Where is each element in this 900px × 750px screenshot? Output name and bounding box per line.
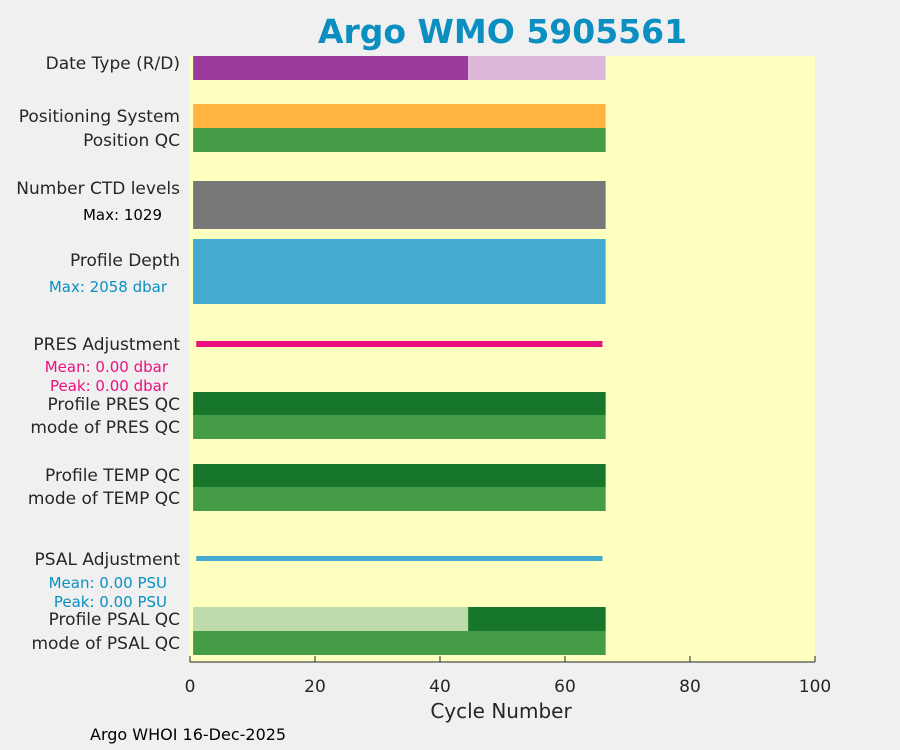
row-label-mode-of-psal-qc: mode of PSAL QC: [31, 634, 180, 654]
row-label-pres-adjustment: PRES Adjustment: [33, 335, 180, 355]
row-label-profile-psal-qc: Profile PSAL QC: [49, 610, 180, 630]
row-label-position-qc: Position QC: [83, 131, 180, 151]
x-tick-label-60: 60: [554, 677, 576, 697]
x-axis-label: Cycle Number: [430, 699, 572, 723]
row-label-positioning-system: Positioning System: [19, 107, 180, 127]
bar-layer: [193, 56, 606, 655]
footer-credit: Argo WHOI 16-Dec-2025: [90, 725, 287, 744]
chart-title: Argo WMO 5905561: [317, 12, 688, 51]
row-label-number-ctd-levels: Number CTD levels: [16, 179, 180, 199]
row-note-pres-adjustment: Mean: 0.00 dbar: [45, 358, 169, 376]
x-tick-label-0: 0: [185, 677, 196, 697]
bar-profile-pres-qc-segment-0: [193, 392, 606, 415]
bar-mode-of-temp-qc-segment-0: [193, 487, 606, 511]
bar-profile-psal-qc-segment-0: [193, 607, 469, 631]
bar-profile-psal-qc-segment-1: [468, 607, 606, 631]
row-note2-pres-adjustment: Peak: 0.00 dbar: [50, 377, 169, 395]
row-label-profile-pres-qc: Profile PRES QC: [47, 395, 180, 415]
row-label-mode-of-pres-qc: mode of PRES QC: [30, 418, 180, 438]
x-axis: 0 20 40 60 80 100: [185, 656, 831, 697]
bar-pres-adjustment-segment-0: [196, 341, 603, 347]
bar-position-qc-segment-0: [193, 128, 606, 152]
row-note-profile-depth: Max: 2058 dbar: [49, 278, 168, 296]
bar-mode-of-psal-qc-segment-0: [193, 631, 606, 655]
bar-psal-adjustment-segment-0: [196, 556, 603, 561]
row-label-profile-depth: Profile Depth: [70, 251, 180, 271]
row-labels: Date Type (R/D) Positioning System Positio…: [16, 54, 180, 654]
x-tick-label-20: 20: [304, 677, 326, 697]
row-label-profile-temp-qc: Profile TEMP QC: [45, 466, 180, 486]
row-note-number-ctd-levels: Max: 1029: [83, 206, 162, 224]
x-tick-label-80: 80: [679, 677, 701, 697]
row-note-psal-adjustment: Mean: 0.00 PSU: [49, 574, 167, 592]
row-note2-psal-adjustment: Peak: 0.00 PSU: [54, 593, 167, 611]
bar-profile-temp-qc-segment-0: [193, 464, 606, 487]
bar-positioning-system-segment-0: [193, 104, 606, 128]
bar-profile-depth-segment-0: [193, 239, 606, 304]
row-label-date-type-r-d: Date Type (R/D): [46, 54, 180, 74]
row-label-psal-adjustment: PSAL Adjustment: [35, 550, 181, 570]
x-tick-label-100: 100: [799, 677, 831, 697]
bar-number-ctd-levels-segment-0: [193, 181, 606, 229]
x-tick-label-40: 40: [429, 677, 451, 697]
bar-mode-of-pres-qc-segment-0: [193, 415, 606, 439]
bar-date-type-r-d-segment-0: [193, 56, 469, 80]
row-label-mode-of-temp-qc: mode of TEMP QC: [28, 489, 180, 509]
bar-date-type-r-d-segment-1: [468, 56, 606, 80]
